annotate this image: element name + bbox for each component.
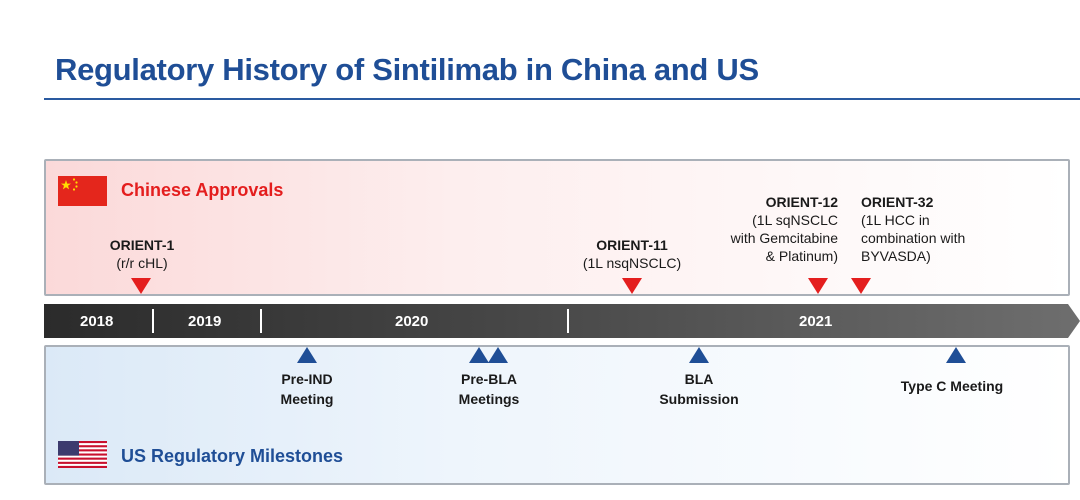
blue-up-triangle-icon [297, 347, 317, 363]
event-line: Meetings [458, 391, 520, 407]
blue-up-triangle-icon [946, 347, 966, 363]
blue-up-triangle-icon [469, 347, 489, 363]
event-line: Meeting [280, 391, 334, 407]
event-desc: & Platinum) [765, 248, 838, 264]
us-event-type-c: Type C Meeting [887, 376, 1017, 396]
event-name: ORIENT-1 [109, 237, 175, 253]
blue-up-triangle-icon [488, 347, 508, 363]
event-line: Type C Meeting [900, 378, 1004, 394]
china-event-orient-1: ORIENT-1 (r/r cHL) [100, 236, 184, 272]
red-down-triangle-icon [622, 278, 642, 294]
event-desc: (1L sqNSCLC [752, 212, 838, 228]
year-label-2018: 2018 [80, 313, 114, 330]
event-line: Submission [659, 391, 739, 407]
event-name: ORIENT-12 [765, 194, 838, 210]
event-line: Pre-IND [281, 371, 333, 387]
event-desc: (1L nsqNSCLC) [582, 255, 682, 271]
china-approvals-panel [44, 159, 1070, 296]
us-section-label: US Regulatory Milestones [121, 446, 344, 466]
china-flag-icon [58, 176, 107, 206]
event-desc: (r/r cHL) [116, 255, 168, 271]
event-desc: with Gemcitabine [730, 230, 838, 246]
year-label-2019: 2019 [188, 313, 222, 330]
event-desc: combination with [861, 230, 966, 246]
timeline-arrow [44, 304, 1080, 338]
us-event-pre-ind: Pre-IND Meeting [257, 369, 357, 409]
year-label-2020: 2020 [395, 313, 429, 330]
china-event-orient-11: ORIENT-11 (1L nsqNSCLC) [578, 236, 686, 272]
page-title: Regulatory History of Sintilimab in Chin… [55, 52, 759, 87]
year-label-2021: 2021 [799, 313, 833, 330]
us-flag-icon [58, 441, 107, 468]
china-event-orient-32: ORIENT-32 (1L HCC in combination with BY… [861, 193, 991, 265]
event-name: ORIENT-11 [596, 237, 668, 253]
event-desc: BYVASDA) [861, 248, 931, 264]
us-event-pre-bla: Pre-BLA Meetings [439, 369, 539, 409]
event-line: Pre-BLA [460, 371, 517, 387]
red-down-triangle-icon [131, 278, 151, 294]
us-milestones-panel [44, 345, 1070, 485]
event-line: BLA [684, 371, 714, 387]
red-down-triangle-icon [851, 278, 871, 294]
event-name: ORIENT-32 [861, 194, 934, 210]
china-section-label: Chinese Approvals [121, 180, 284, 200]
title-divider [44, 98, 1080, 100]
red-down-triangle-icon [808, 278, 828, 294]
us-event-bla-submission: BLA Submission [644, 369, 754, 409]
event-desc: (1L HCC in [861, 212, 930, 228]
blue-up-triangle-icon [689, 347, 709, 363]
china-event-orient-12: ORIENT-12 (1L sqNSCLC with Gemcitabine &… [700, 193, 838, 265]
